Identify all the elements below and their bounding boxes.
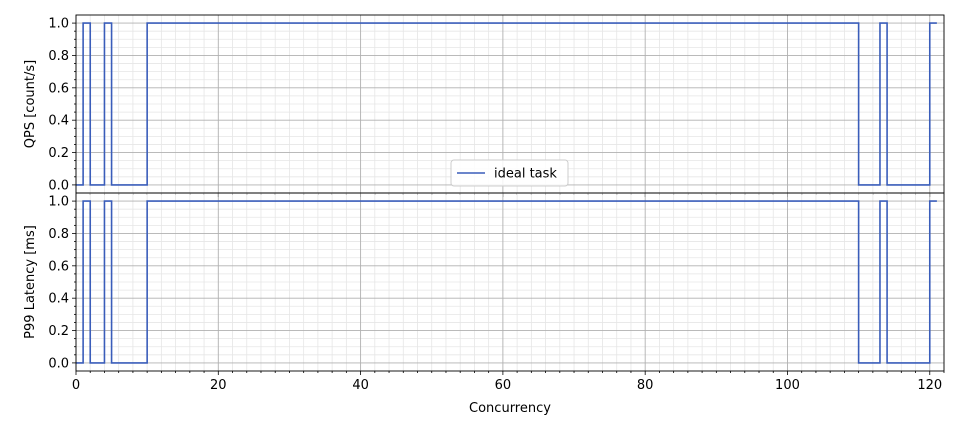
y-tick-label: 1.0 — [48, 17, 69, 32]
axes-frame — [75, 192, 945, 372]
legend: ideal task — [450, 159, 569, 187]
y-tick-label: 0.4 — [48, 292, 69, 307]
y-tick-label: 0.6 — [48, 259, 69, 274]
panels: 0.0 0.2 0.4 0.6 0.8 1.0 QPS [count/s] 0.0 0.2 0.4… — [23, 14, 945, 393]
y-axis-label: QPS [count/s] — [23, 60, 38, 148]
y-axis-label: P99 Latency [ms] — [23, 225, 38, 339]
y-tick-label: 0.2 — [48, 324, 69, 339]
x-tick-label: 60 — [495, 378, 512, 393]
x-tick-label: 100 — [775, 378, 800, 393]
y-tick-label: 0.8 — [48, 227, 69, 242]
y-tick-label: 0.0 — [48, 178, 69, 193]
series-line-1 — [76, 22, 937, 186]
x-axis-label: Concurrency — [469, 401, 551, 416]
x-tick-label: 0 — [72, 378, 80, 393]
x-tick-label: 40 — [352, 378, 369, 393]
y-tick-label: 1.0 — [48, 195, 69, 210]
subplot-2: 0.0 0.2 0.4 0.6 0.8 1.0 P99 Latency [ms] — [23, 192, 945, 375]
y-tick-label: 0.2 — [48, 146, 69, 161]
x-tick-label: 20 — [210, 378, 227, 393]
legend-box — [450, 159, 569, 187]
legend-label: ideal task — [494, 167, 557, 182]
y-tick-label: 0.6 — [48, 81, 69, 96]
y-tick-label: 0.0 — [48, 356, 69, 371]
y-tick-label: 0.4 — [48, 114, 69, 129]
y-tick-label: 0.8 — [48, 49, 69, 64]
x-tick-label: 120 — [917, 378, 942, 393]
series-line-1 — [76, 200, 937, 364]
subplot-1: 0.0 0.2 0.4 0.6 0.8 1.0 QPS [count/s] — [23, 14, 945, 197]
x-tick-label: 80 — [637, 378, 654, 393]
